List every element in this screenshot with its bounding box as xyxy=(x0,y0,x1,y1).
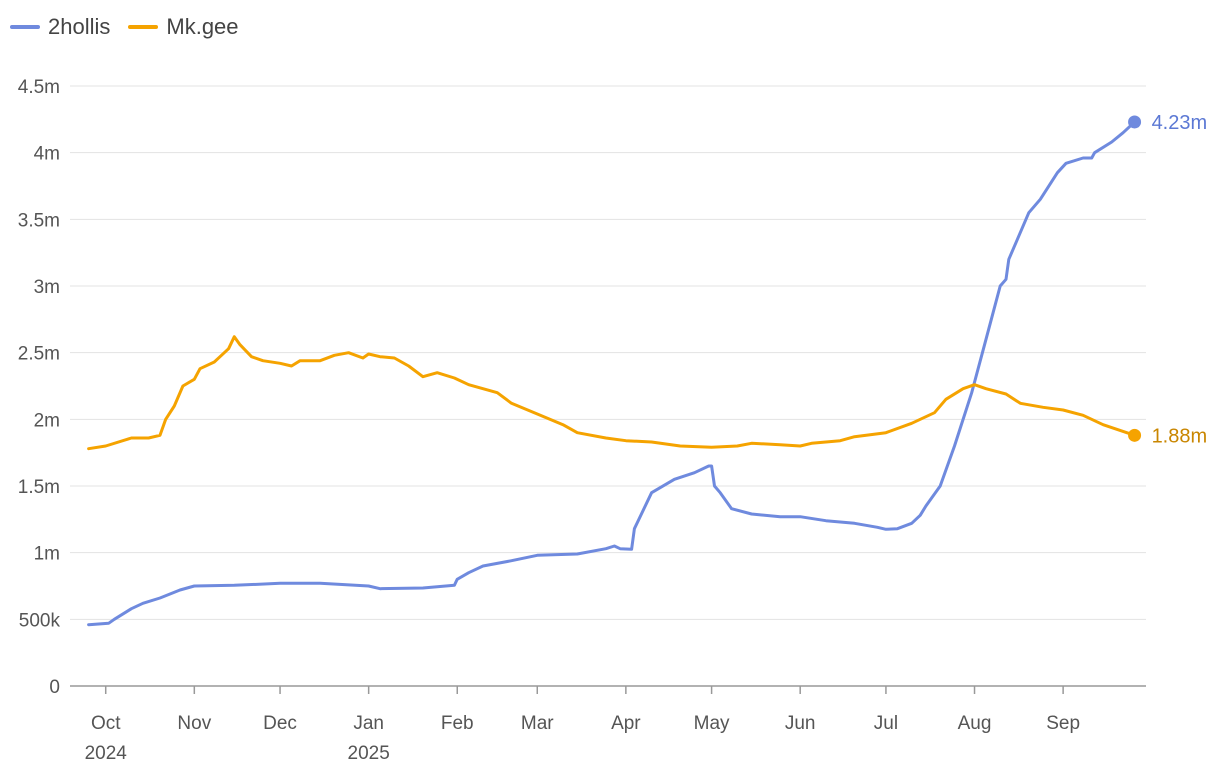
legend-item-2hollis[interactable]: 2hollis xyxy=(10,14,110,40)
x-tick-label: Feb xyxy=(441,713,474,734)
series-end-label-mkgee: 1.88m xyxy=(1152,425,1208,447)
y-tick-label: 2.5m xyxy=(18,344,60,365)
x-tick-label: Nov xyxy=(177,713,211,734)
x-tick-label: Jun xyxy=(785,713,816,734)
x-tick-label: Oct xyxy=(91,713,121,734)
series-line-2hollis xyxy=(87,120,1137,627)
x-tick-sublabel: 2025 xyxy=(348,743,390,764)
y-tick-label: 0 xyxy=(49,677,60,698)
legend-swatch-mkgee xyxy=(128,25,159,29)
x-tick-label: Apr xyxy=(611,713,641,734)
legend-label-mkgee: Mk.gee xyxy=(166,14,239,39)
y-tick-label: 4.5m xyxy=(18,77,60,98)
legend: 2hollis Mk.gee xyxy=(10,14,239,40)
x-tick-label: Jul xyxy=(874,713,898,734)
y-tick-label: 1m xyxy=(34,544,60,565)
legend-item-mkgee[interactable]: Mk.gee xyxy=(128,14,239,40)
y-tick-label: 4m xyxy=(34,144,60,165)
y-tick-label: 3m xyxy=(34,277,60,298)
x-tick-label: May xyxy=(694,713,730,734)
y-tick-label: 3.5m xyxy=(18,210,60,231)
x-tick-label: Aug xyxy=(958,713,992,734)
series-line-mkgee xyxy=(87,335,1137,451)
y-tick-label: 2m xyxy=(34,410,60,431)
x-tick-sublabel: 2024 xyxy=(85,743,128,764)
x-tick-label: Sep xyxy=(1046,713,1080,734)
legend-swatch-2hollis xyxy=(10,25,40,29)
x-tick-label: Mar xyxy=(521,713,554,734)
legend-label-2hollis: 2hollis xyxy=(48,14,111,39)
series-end-point-2hollis xyxy=(1128,115,1142,129)
x-tick-label: Jan xyxy=(353,713,384,734)
x-tick-label: Dec xyxy=(263,713,297,734)
y-tick-label: 1.5m xyxy=(18,477,60,498)
y-tick-label: 500k xyxy=(19,610,61,631)
series-end-point-mkgee xyxy=(1128,428,1142,442)
series-end-label-2hollis: 4.23m xyxy=(1152,112,1208,134)
